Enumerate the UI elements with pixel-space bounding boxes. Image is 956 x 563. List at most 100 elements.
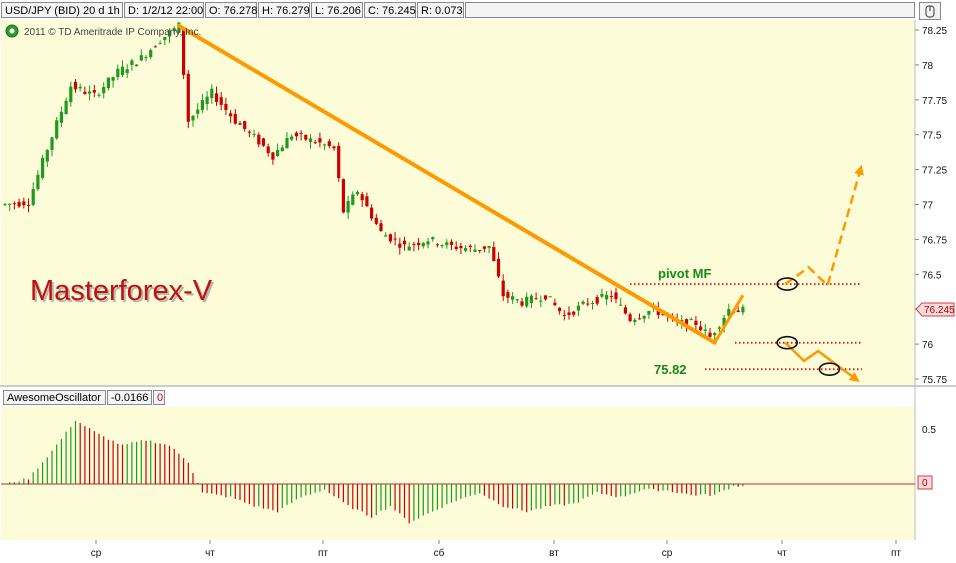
- candle-body: [351, 194, 355, 205]
- candle: [736, 306, 740, 313]
- candle-body: [252, 134, 256, 136]
- trendline: [176, 23, 717, 345]
- candle: [31, 182, 35, 207]
- candle: [478, 250, 482, 254]
- candle: [581, 300, 585, 306]
- price-tick-label: 77.75: [922, 96, 947, 107]
- candle: [153, 45, 157, 48]
- candle: [337, 142, 341, 182]
- candle-body: [449, 241, 454, 245]
- time-tick-label: чт: [205, 548, 215, 559]
- candle-body: [717, 327, 721, 329]
- candle-body: [186, 73, 190, 122]
- candle: [614, 287, 618, 304]
- candle-body: [116, 68, 120, 77]
- candle-body: [473, 249, 477, 252]
- candle-body: [407, 246, 411, 251]
- candle: [130, 58, 134, 71]
- candle-body: [501, 280, 505, 297]
- close-field: C: 76.245: [364, 2, 416, 18]
- copyright: 2011 © TD Ameritrade IP Company, Inc.: [5, 24, 201, 38]
- price-tick-label: 76.5: [922, 270, 942, 281]
- price-tick-label: 76.75: [922, 235, 947, 246]
- oscillator-value-field: -0.0166: [107, 390, 152, 405]
- candle-body: [595, 297, 599, 304]
- candle-body: [699, 326, 703, 331]
- candle-body: [374, 217, 378, 224]
- candle-body: [590, 302, 595, 304]
- candle: [445, 239, 449, 249]
- last-price-marker: 76.245: [915, 302, 955, 317]
- last-price-value: 76.245: [924, 305, 955, 316]
- candle-body: [294, 132, 298, 137]
- candle: [539, 295, 543, 308]
- candle: [355, 190, 360, 196]
- candle: [370, 204, 374, 221]
- candle-body: [17, 202, 21, 207]
- candle-body: [426, 241, 430, 245]
- candle: [59, 106, 63, 128]
- candle-body: [534, 298, 538, 300]
- candle: [435, 243, 439, 248]
- candle-body: [299, 132, 303, 134]
- price-tick-label: 75.75: [922, 375, 947, 386]
- candle: [163, 36, 167, 46]
- candle: [276, 143, 280, 157]
- candle-body: [482, 246, 486, 249]
- candle: [398, 237, 402, 255]
- chart-scroll-button[interactable]: [919, 2, 941, 20]
- candle-body: [219, 97, 223, 105]
- candle: [36, 170, 40, 192]
- candle-body: [41, 157, 45, 178]
- candle-body: [496, 258, 501, 277]
- candle: [224, 97, 228, 116]
- candle-body: [73, 82, 78, 90]
- candle-body: [628, 314, 632, 322]
- candle-body: [280, 147, 284, 152]
- candle: [3, 203, 7, 207]
- candle-body: [586, 303, 590, 305]
- price-axis-bg: [915, 20, 956, 385]
- candle: [417, 238, 421, 251]
- candle-body: [45, 150, 49, 162]
- oscillator-name-field[interactable]: AwesomeOscillator: [3, 390, 106, 405]
- candle-body: [3, 203, 7, 205]
- osc-zero-value: 0: [922, 478, 928, 489]
- candle: [727, 303, 731, 319]
- osc-zero-marker: 0: [917, 475, 933, 490]
- candle: [623, 304, 627, 315]
- candle: [609, 290, 613, 303]
- candle: [167, 28, 172, 44]
- price-tick-label: 77.25: [922, 166, 947, 177]
- candle: [78, 83, 82, 92]
- low-label: L: 76.206: [315, 5, 361, 17]
- candle-body: [492, 246, 496, 261]
- candle-body: [327, 141, 331, 147]
- price-tick-label: 77.5: [922, 131, 942, 142]
- candle: [628, 312, 632, 323]
- date-field: D: 1/2/12 22:00: [124, 2, 204, 18]
- candle-body: [365, 196, 369, 207]
- symbol-field[interactable]: USD/JPY (BID) 20 d 1h: [1, 2, 123, 18]
- candle: [308, 134, 313, 149]
- candle: [487, 245, 491, 254]
- candle-body: [233, 113, 237, 124]
- pivot-label: pivot MF: [658, 266, 711, 281]
- candle: [699, 320, 703, 332]
- candle: [323, 143, 327, 151]
- time-tick-label: пт: [891, 548, 901, 559]
- range-field: R: 0.073: [417, 2, 464, 18]
- candle: [97, 92, 101, 98]
- candle-body: [727, 309, 731, 316]
- candle-body: [135, 64, 139, 67]
- candle-body: [741, 306, 745, 313]
- candle: [562, 309, 566, 321]
- candle-body: [78, 86, 82, 89]
- candle-body: [163, 36, 167, 40]
- candle-body: [623, 307, 627, 314]
- candle: [515, 298, 519, 304]
- candle: [106, 77, 110, 91]
- candle-body: [290, 136, 294, 140]
- candle: [200, 93, 204, 113]
- header-spacer: [465, 2, 915, 18]
